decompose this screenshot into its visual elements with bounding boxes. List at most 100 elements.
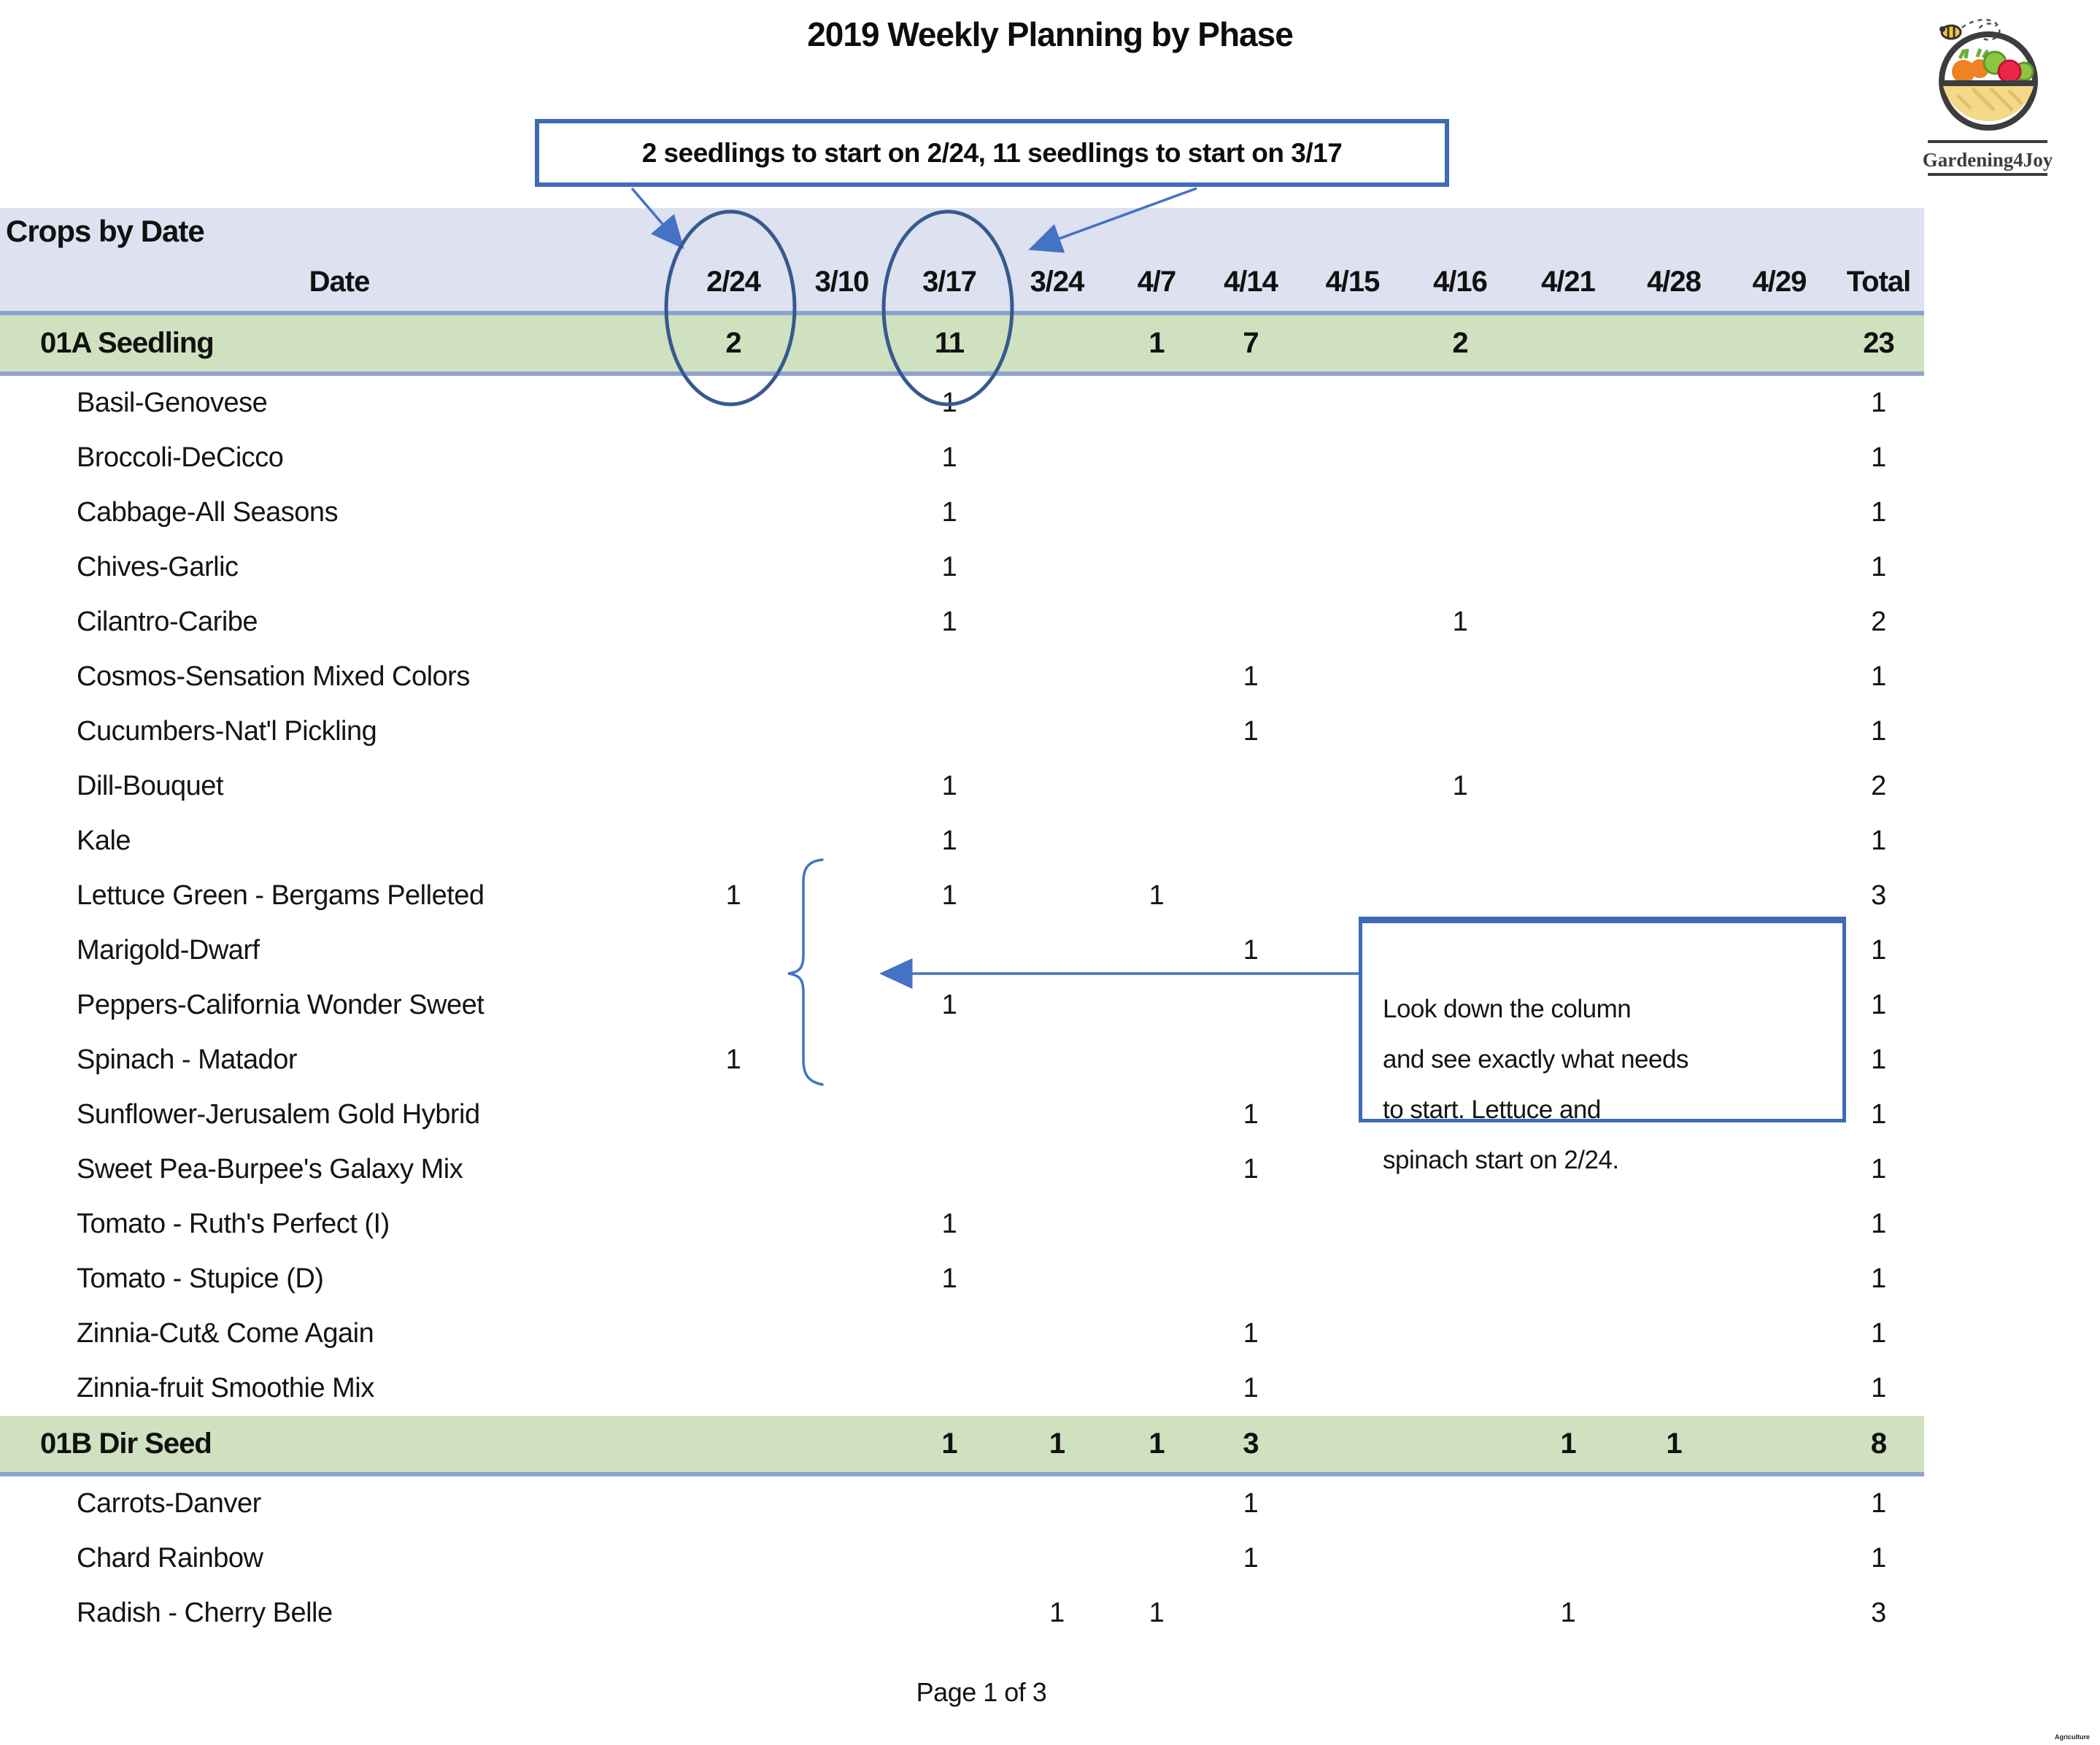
crop-value-cell: 1 xyxy=(941,880,957,911)
crop-value-cell: 1 xyxy=(1243,935,1259,966)
crop-value-cell xyxy=(1111,1252,1203,1306)
crop-value-cell xyxy=(679,1197,788,1252)
crop-value-cell xyxy=(1111,1033,1203,1087)
crop-value-cell: 1 xyxy=(941,497,957,528)
crop-value-cell: 1 xyxy=(1871,1044,1886,1075)
crop-name: Cosmos-Sensation Mixed Colors xyxy=(77,661,470,692)
crop-value-cell xyxy=(1003,376,1111,431)
crop-value-cell xyxy=(1203,540,1299,595)
crop-value-cell xyxy=(1406,814,1514,868)
crop-value-cell xyxy=(679,1306,788,1361)
crop-value-cell xyxy=(1299,1586,1406,1641)
crop-value-cell: 1 xyxy=(1871,388,1886,418)
crop-value-cell xyxy=(1003,1033,1111,1087)
section-total-cell xyxy=(1726,315,1833,371)
crop-value-cell xyxy=(1203,814,1299,868)
date-row-label: Date xyxy=(309,265,371,298)
crop-value-cell xyxy=(1406,540,1514,595)
crop-value-cell xyxy=(1514,814,1622,868)
crop-value-cell xyxy=(1203,595,1299,650)
bee-trail xyxy=(1955,18,2001,41)
crop-value-cell xyxy=(1203,868,1299,923)
crop-value-cell xyxy=(1003,650,1111,704)
crop-value-cell xyxy=(788,1476,895,1531)
section-total-cell xyxy=(1514,315,1622,371)
section-total-cell: 1 xyxy=(1049,1428,1065,1460)
crop-value-cell: 1 xyxy=(1871,1154,1886,1184)
crop-value-cell xyxy=(679,1531,788,1586)
seedlings-callout-box: 2 seedlings to start on 2/24, 11 seedlin… xyxy=(535,119,1449,187)
crop-value-cell xyxy=(679,1361,788,1416)
section-total-cell: 11 xyxy=(934,327,965,359)
crop-value-cell: 1 xyxy=(941,552,957,582)
crop-value-cell xyxy=(1622,868,1726,923)
crop-value-cell: 1 xyxy=(941,388,957,418)
crop-value-cell xyxy=(1299,704,1406,759)
crop-value-cell xyxy=(679,376,788,431)
crop-value-cell xyxy=(1622,814,1726,868)
section-total-cell xyxy=(1406,1416,1514,1472)
crop-row: Lettuce Green - Bergams Pelleted 1 1 1 3 xyxy=(0,868,1924,923)
crop-value-cell xyxy=(1406,704,1514,759)
crop-value-cell xyxy=(1514,595,1622,650)
crop-value-cell xyxy=(1299,485,1406,540)
crop-value-cell xyxy=(679,923,788,978)
crop-value-cell: 1 xyxy=(941,1209,957,1239)
crop-value-cell xyxy=(1203,1033,1299,1087)
look-down-callout-text: Look down the column and see exactly wha… xyxy=(1383,995,1688,1174)
crop-value-cell: 1 xyxy=(1871,935,1886,966)
crop-row: Tomato - Ruth's Perfect (I) 1 1 xyxy=(0,1197,1924,1252)
section-label: 01A Seedling xyxy=(40,327,215,359)
crop-value-cell xyxy=(1003,1306,1111,1361)
crop-name: Zinnia-Cut& Come Again xyxy=(77,1318,374,1349)
crop-value-cell xyxy=(788,759,895,814)
crop-value-cell xyxy=(1299,431,1406,485)
crop-value-cell xyxy=(1203,1252,1299,1306)
crop-value-cell: 1 xyxy=(941,990,957,1020)
page-title: 2019 Weekly Planning by Phase xyxy=(807,15,1294,53)
crop-value-cell xyxy=(788,1087,895,1142)
crop-value-cell xyxy=(1299,540,1406,595)
crop-value-cell xyxy=(1514,540,1622,595)
table-corner-label: Crops by Date xyxy=(6,214,205,248)
crop-value-cell xyxy=(1111,540,1203,595)
crop-value-cell xyxy=(679,595,788,650)
crop-value-cell xyxy=(1003,1197,1111,1252)
crop-value-cell xyxy=(1514,376,1622,431)
crop-value-cell: 1 xyxy=(1871,442,1886,473)
crop-name: Marigold-Dwarf xyxy=(77,935,260,966)
crop-value-cell xyxy=(1111,923,1203,978)
section-total-cell: 7 xyxy=(1243,327,1259,359)
crop-value-cell xyxy=(895,923,1003,978)
crop-value-cell xyxy=(1203,376,1299,431)
crop-name: Sunflower-Jerusalem Gold Hybrid xyxy=(77,1099,480,1130)
section-total-cell xyxy=(1299,1416,1406,1472)
crop-value-cell xyxy=(1514,868,1622,923)
crop-value-cell xyxy=(1003,431,1111,485)
crop-value-cell xyxy=(1726,1586,1833,1641)
crop-value-cell xyxy=(1111,978,1203,1033)
crop-value-cell xyxy=(1003,540,1111,595)
crop-value-cell xyxy=(1003,704,1111,759)
crop-value-cell xyxy=(895,1531,1003,1586)
section-total-cell: 2 xyxy=(1452,327,1468,359)
crop-value-cell: 1 xyxy=(1871,1318,1886,1349)
section-total-cell: 1 xyxy=(941,1428,957,1460)
crop-name: Kale xyxy=(77,825,131,856)
section-total-cell: 1 xyxy=(1666,1428,1682,1460)
crop-value-cell xyxy=(1111,1476,1203,1531)
crop-row: Carrots-Danver 1 1 xyxy=(0,1476,1924,1531)
page-number: Page 1 of 3 xyxy=(916,1677,1047,1707)
section-total-cell: 1 xyxy=(1149,327,1165,359)
crop-value-cell xyxy=(1003,868,1111,923)
crop-value-cell xyxy=(1514,1531,1622,1586)
crop-value-cell xyxy=(1514,759,1622,814)
crop-name: Cabbage-All Seasons xyxy=(77,497,339,528)
crop-name: Peppers-California Wonder Sweet xyxy=(77,990,485,1020)
column-header-4-7: 4/7 xyxy=(1137,265,1177,298)
crop-value-cell xyxy=(1406,1476,1514,1531)
crop-value-cell xyxy=(1111,814,1203,868)
crop-name: Chard Rainbow xyxy=(77,1543,263,1573)
crop-row: Cosmos-Sensation Mixed Colors 1 1 xyxy=(0,650,1924,704)
crop-value-cell xyxy=(1514,704,1622,759)
